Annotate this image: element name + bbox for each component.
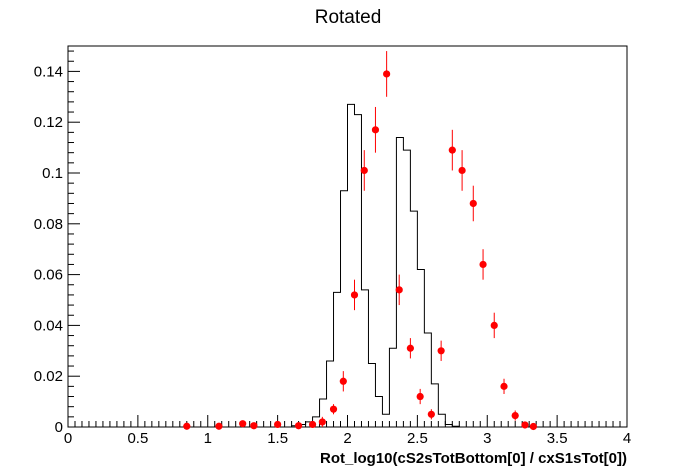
data-point <box>371 106 380 153</box>
data-point <box>458 150 466 191</box>
x-tick-label: 0 <box>64 430 72 447</box>
point-marker <box>239 420 247 428</box>
point-marker <box>469 199 477 208</box>
point-marker <box>274 420 282 429</box>
point-marker <box>490 321 498 329</box>
data-point <box>250 422 258 430</box>
data-point <box>360 150 368 191</box>
point-marker <box>318 418 326 426</box>
x-tick-label: 1 <box>204 430 212 447</box>
data-point <box>308 420 317 429</box>
y-tick-label: 0.06 <box>34 267 63 284</box>
x-tick-label: 0.5 <box>127 430 148 447</box>
plot-area <box>67 45 628 428</box>
y-tick-label: 0.08 <box>34 216 63 233</box>
data-point <box>239 420 247 428</box>
data-point <box>215 422 223 430</box>
data-point <box>500 378 508 394</box>
point-marker <box>529 422 537 431</box>
point-marker <box>371 126 380 134</box>
y-tick-label: 0.12 <box>34 114 63 131</box>
point-marker <box>183 422 191 430</box>
data-point <box>490 312 498 339</box>
point-marker <box>406 344 414 352</box>
point-marker <box>437 347 445 355</box>
x-tick-label: 2 <box>343 430 351 447</box>
data-point <box>529 422 537 431</box>
data-point <box>416 388 424 405</box>
data-point <box>406 338 414 359</box>
point-marker <box>427 410 435 418</box>
y-tick-label: 0.02 <box>34 368 63 385</box>
x-tick-label: 1.5 <box>267 430 288 447</box>
point-marker <box>350 291 359 299</box>
histogram-step-line <box>291 103 544 428</box>
point-marker <box>448 146 456 154</box>
x-tick-label: 3.5 <box>547 430 568 447</box>
point-marker <box>339 377 347 385</box>
data-point <box>274 420 282 429</box>
point-marker <box>329 405 338 413</box>
point-marker <box>395 286 403 294</box>
x-axis-title: Rot_log10(cS2sTotBottom[0] / cxS1sTot[0]… <box>320 450 627 467</box>
point-marker <box>511 411 519 420</box>
point-marker <box>215 422 223 430</box>
y-tick-label: 0 <box>55 419 63 436</box>
point-marker <box>250 422 258 430</box>
x-tick-label: 2.5 <box>407 430 428 447</box>
point-marker <box>294 422 303 430</box>
x-tick-label: 3 <box>483 430 491 447</box>
point-marker <box>458 166 466 175</box>
data-point <box>318 416 326 427</box>
data-points-series <box>183 51 537 431</box>
point-marker <box>500 382 508 390</box>
data-point <box>427 409 435 420</box>
data-point <box>521 421 529 429</box>
point-marker <box>360 166 368 175</box>
data-point <box>183 422 191 430</box>
y-tick-labels: 0 0.02 0.04 0.06 0.08 0.1 0.12 0.14 <box>34 63 63 436</box>
data-point <box>329 404 338 415</box>
x-tick-labels: 0 0.5 1 1.5 2 2.5 3 3.5 4 <box>64 430 631 447</box>
data-point <box>294 422 303 430</box>
y-tick-label: 0.14 <box>34 63 63 80</box>
data-point <box>395 274 403 306</box>
x-tick-label: 4 <box>623 430 631 447</box>
y-tick-label: 0.04 <box>34 317 63 334</box>
data-point <box>437 340 445 361</box>
data-point <box>448 129 456 171</box>
point-marker <box>521 421 529 429</box>
point-marker <box>383 70 391 78</box>
point-marker <box>479 260 487 269</box>
data-point <box>350 279 359 311</box>
y-tick-label: 0.1 <box>42 165 63 182</box>
histogram-series <box>291 103 544 428</box>
data-point <box>511 410 519 421</box>
point-marker <box>308 420 317 429</box>
point-marker <box>416 392 424 401</box>
chart-title: Rotated <box>315 7 382 28</box>
data-point <box>469 185 477 222</box>
data-point <box>339 371 347 392</box>
plot-frame <box>67 45 628 428</box>
data-point <box>383 51 391 97</box>
data-point <box>479 249 487 280</box>
axis-ticks <box>67 50 628 428</box>
